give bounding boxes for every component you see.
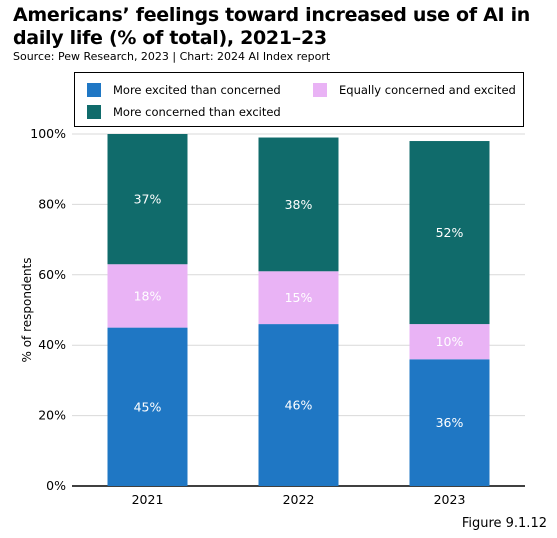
- data-label: 38%: [285, 197, 313, 212]
- legend-swatch-concerned: [87, 105, 101, 119]
- bar-segment: [107, 327, 188, 486]
- x-tick-label: 2022: [283, 492, 315, 507]
- legend-item-excited: More excited than concerned: [87, 83, 281, 97]
- bar-segment: [258, 271, 339, 325]
- data-label: 36%: [436, 415, 464, 430]
- data-label: 52%: [436, 225, 464, 240]
- legend: More excited than concerned Equally conc…: [74, 72, 524, 127]
- y-tick-label: 60%: [38, 267, 66, 282]
- y-tick-label: 20%: [38, 408, 66, 423]
- bar-segment: [409, 141, 490, 325]
- data-label: 15%: [285, 290, 313, 305]
- legend-label-equal: Equally concerned and excited: [339, 83, 516, 97]
- bar-segment: [409, 324, 490, 360]
- data-label: 46%: [285, 398, 313, 413]
- legend-item-concerned: More concerned than excited: [87, 105, 281, 119]
- legend-swatch-excited: [87, 83, 101, 97]
- legend-swatch-equal: [313, 83, 327, 97]
- y-tick-label: 100%: [30, 126, 66, 141]
- data-label: 10%: [436, 334, 464, 349]
- legend-item-equal: Equally concerned and excited: [313, 83, 516, 97]
- legend-label-excited: More excited than concerned: [113, 83, 281, 97]
- bar-segment: [258, 137, 339, 272]
- bar-segment: [107, 134, 188, 265]
- legend-label-concerned: More concerned than excited: [113, 105, 281, 119]
- x-tick-label: 2021: [132, 492, 164, 507]
- bar-segment: [107, 264, 188, 328]
- chart-subtitle: Source: Pew Research, 2023 | Chart: 2024…: [13, 50, 331, 63]
- data-label: 18%: [134, 288, 162, 303]
- x-tick-label: 2023: [434, 492, 466, 507]
- data-label: 45%: [134, 399, 162, 414]
- y-tick-label: 80%: [38, 196, 66, 211]
- chart-title: Americans’ feelings toward increased use…: [13, 4, 531, 49]
- data-label: 37%: [134, 192, 162, 207]
- bar-segment: [258, 324, 339, 486]
- y-tick-label: 40%: [38, 337, 66, 352]
- figure-number: Figure 9.1.12: [461, 516, 547, 531]
- y-tick-label: 0%: [46, 478, 66, 493]
- bar-segment: [409, 359, 490, 486]
